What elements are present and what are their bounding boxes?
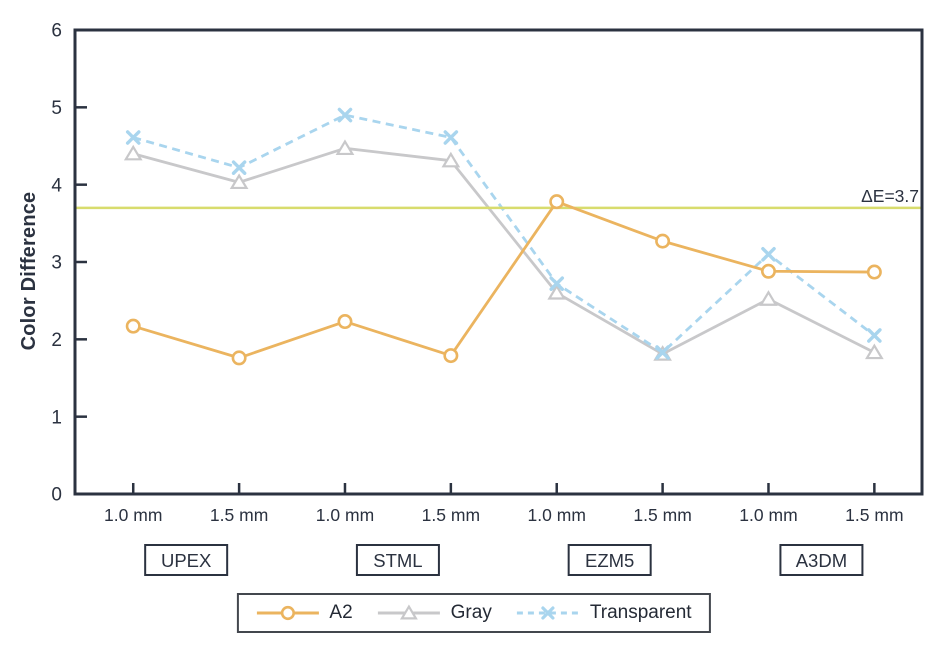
x-tick-label: 1.5 mm xyxy=(633,505,691,525)
y-axis-title: Color Difference xyxy=(18,191,40,351)
legend-label-transparent: Transparent xyxy=(589,602,692,623)
marker-a2 xyxy=(337,314,353,330)
y-tick-label: 3 xyxy=(51,253,62,274)
group-box-upex xyxy=(144,544,229,576)
y-tick-label: 6 xyxy=(51,21,62,42)
legend-item-gray: Gray xyxy=(377,602,492,624)
legend-label-gray: Gray xyxy=(450,602,492,623)
x-tick-label: 1.0 mm xyxy=(316,505,374,525)
y-tick-label: 0 xyxy=(51,485,62,506)
series-line-transparent xyxy=(132,113,876,354)
marker-a2 xyxy=(125,318,141,334)
group-label-upex: UPEX xyxy=(161,550,211,571)
marker-gray xyxy=(229,173,249,190)
legend: A2 Gray Transparent xyxy=(236,593,711,633)
marker-transparent xyxy=(549,276,565,291)
marker-gray xyxy=(865,343,884,360)
marker-transparent xyxy=(761,246,776,262)
marker-transparent xyxy=(231,160,247,175)
y-tick-label: 5 xyxy=(51,98,62,119)
y-tick-label: 4 xyxy=(51,175,62,196)
group-box-ezm5 xyxy=(567,544,652,576)
plot-frame xyxy=(73,28,924,496)
marker-gray xyxy=(335,139,355,156)
x-tick-label: 1.5 mm xyxy=(845,505,903,525)
group-box-stml xyxy=(355,544,440,576)
series-line-a2 xyxy=(132,200,875,360)
group-box-a3dm xyxy=(779,544,864,576)
marker-a2 xyxy=(443,348,459,364)
chart-canvas: 0 1 2 3 4 5 6 1.0 mm 1.5 mm 1.0 mm 1.5 mm 1.0 mm 1.5… xyxy=(51,21,924,576)
marker-a2 xyxy=(760,263,776,279)
legend-swatch-gray xyxy=(377,604,440,620)
marker-gray xyxy=(123,144,143,161)
marker-gray xyxy=(441,151,461,168)
marker-transparent xyxy=(337,107,353,123)
marker-a2 xyxy=(549,194,565,210)
series-line-gray xyxy=(132,146,875,356)
marker-a2 xyxy=(866,264,882,280)
legend-item-transparent: Transparent xyxy=(516,602,692,624)
legend-swatch-transparent xyxy=(516,606,579,620)
marker-transparent xyxy=(655,345,670,360)
x-tick-label: 1.5 mm xyxy=(210,505,268,525)
legend-item-a2: A2 xyxy=(255,602,353,624)
x-tick-label: 1.0 mm xyxy=(739,505,797,525)
group-label-a3dm: A3DM xyxy=(796,550,847,571)
marker-transparent xyxy=(867,328,882,343)
reference-line-label: ΔE=3.7 xyxy=(861,186,919,206)
y-tick-label: 1 xyxy=(51,407,62,428)
marker-transparent xyxy=(125,130,141,145)
marker-gray xyxy=(759,290,778,306)
group-label-ezm5: EZM5 xyxy=(585,550,634,571)
legend-swatch-a2 xyxy=(256,605,319,621)
y-tick-label: 2 xyxy=(51,330,62,351)
legend-label-a2: A2 xyxy=(329,602,353,623)
marker-gray xyxy=(547,283,567,300)
marker-transparent xyxy=(443,130,459,145)
marker-a2 xyxy=(655,233,671,249)
x-tick-label: 1.5 mm xyxy=(422,505,480,525)
x-tick-label: 1.0 mm xyxy=(528,505,586,525)
marker-a2 xyxy=(231,350,247,366)
group-label-stml: STML xyxy=(373,550,422,571)
x-tick-label: 1.0 mm xyxy=(104,505,162,525)
